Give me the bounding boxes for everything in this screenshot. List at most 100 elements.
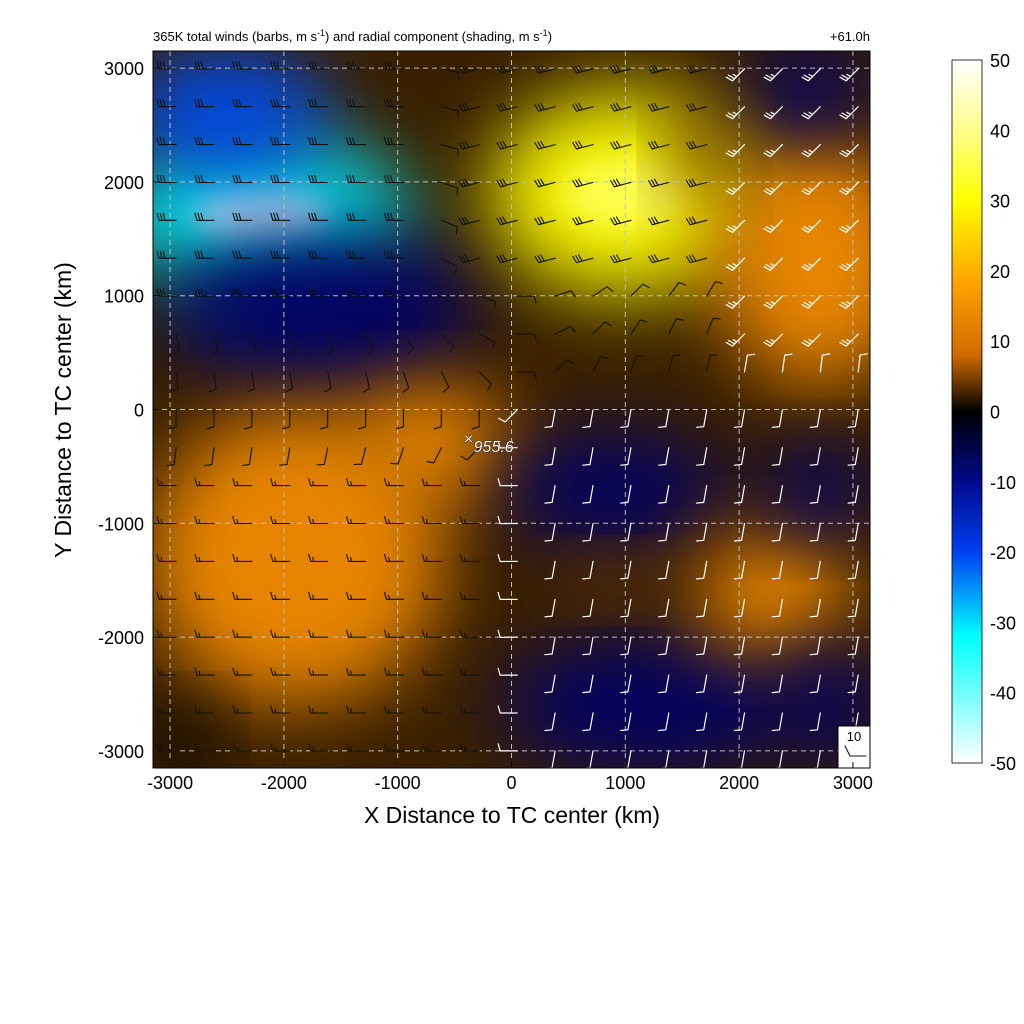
wind-barb: [270, 137, 291, 146]
x-axis-ticks: -3000 -2000 -1000 0 1000 2000 3000: [147, 762, 873, 793]
wind-barb: [232, 667, 253, 676]
wind-barb: [365, 333, 374, 355]
wind-barb: [459, 591, 480, 600]
colorbar-tick-label: -50: [990, 754, 1016, 774]
x-axis-label: X Distance to TC center (km): [364, 802, 660, 828]
wind-barb: [308, 743, 329, 752]
reference-barb-label: 10: [847, 729, 861, 744]
shading-blob: [352, 386, 512, 501]
wind-barb: [232, 478, 253, 487]
wind-barb: [172, 333, 181, 355]
wind-barb: [544, 674, 556, 694]
shading-blob: [500, 637, 796, 768]
x-tick-label: 3000: [833, 773, 873, 793]
chart-title: 365K total winds (barbs, m s-1) and radi…: [153, 28, 552, 44]
wind-barb: [402, 333, 414, 355]
wind-barb: [771, 560, 783, 580]
wind-barb: [232, 137, 253, 146]
reference-barb-key: 10: [837, 725, 871, 769]
wind-barb: [801, 181, 821, 196]
wind-barb: [763, 295, 783, 309]
wind-barb: [658, 522, 670, 542]
wind-barb: [695, 447, 708, 466]
wind-barb: [346, 705, 367, 714]
wind-barb: [440, 295, 457, 314]
wind-barb: [346, 515, 367, 525]
wind-barb: [733, 674, 746, 694]
wind-barb: [733, 598, 746, 618]
wind-barb: [194, 61, 215, 70]
wind-barb: [648, 216, 670, 226]
wind-barb: [620, 447, 632, 466]
wind-barb: [496, 64, 518, 74]
wind-barb: [270, 478, 291, 487]
wind-barb: [695, 485, 708, 504]
wind-barb: [478, 333, 495, 350]
wind-barb: [819, 353, 831, 373]
wind-barb: [658, 560, 670, 580]
wind-barb: [733, 712, 746, 732]
wind-barb: [421, 705, 442, 714]
wind-barb: [270, 743, 291, 752]
wind-barb: [497, 440, 518, 449]
wind-barb: [839, 295, 859, 309]
wind-barb: [534, 216, 556, 226]
shading-blob: [153, 409, 444, 706]
wind-barb: [440, 106, 459, 119]
wind-barb: [346, 553, 367, 562]
wind-barb: [279, 447, 291, 466]
wind-barb: [725, 144, 746, 158]
wind-barb: [648, 102, 670, 112]
x-tick-label: -1000: [375, 773, 421, 793]
wind-barb: [156, 137, 177, 146]
wind-barb: [658, 712, 670, 732]
wind-barb: [610, 178, 632, 188]
wind-barb: [156, 478, 177, 487]
wind-barb: [249, 333, 258, 355]
wind-barb: [194, 515, 215, 525]
colorbar-tick-label: -20: [990, 543, 1016, 563]
wind-barb: [170, 371, 179, 393]
wind-barb: [544, 447, 556, 466]
wind-barb: [847, 636, 859, 656]
wind-barb: [582, 560, 594, 580]
wind-barb: [270, 705, 291, 714]
wind-barb: [440, 68, 459, 81]
wind-barb: [668, 281, 687, 297]
wind-barb: [695, 560, 708, 580]
wind-barb: [194, 137, 215, 146]
wind-barb: [572, 254, 594, 264]
wind-barb: [459, 629, 480, 638]
wind-barb: [695, 598, 708, 618]
wind-barb: [706, 281, 723, 297]
wind-barb: [421, 743, 442, 752]
wind-barb: [648, 140, 670, 150]
wind-barb: [346, 629, 367, 638]
wind-barb: [204, 447, 215, 467]
wind-barb: [346, 212, 367, 221]
wind-barb: [156, 705, 177, 714]
wind-barb: [572, 178, 594, 188]
wind-barb: [685, 178, 708, 188]
wind-barb: [839, 106, 859, 120]
wind-barb: [630, 319, 648, 335]
wind-barb: [244, 409, 253, 430]
wind-barb: [801, 106, 821, 120]
wind-barb: [346, 250, 367, 259]
wind-barb: [763, 144, 783, 158]
wind-barb: [460, 447, 480, 461]
wind-barb: [801, 257, 821, 271]
wind-barb: [725, 106, 746, 120]
y-axis-label: Y Distance to TC center (km): [50, 262, 76, 558]
wind-barb: [743, 353, 756, 373]
wind-barb: [498, 409, 518, 423]
wind-barb: [809, 447, 821, 466]
wind-barb: [440, 144, 459, 158]
wind-barb: [383, 61, 405, 70]
wind-barb: [346, 137, 367, 146]
wind-barb: [658, 598, 670, 618]
wind-barb: [620, 636, 632, 656]
colorbar-tick-label: -40: [990, 684, 1016, 704]
wind-barb: [582, 674, 594, 694]
wind-barb: [478, 371, 492, 391]
